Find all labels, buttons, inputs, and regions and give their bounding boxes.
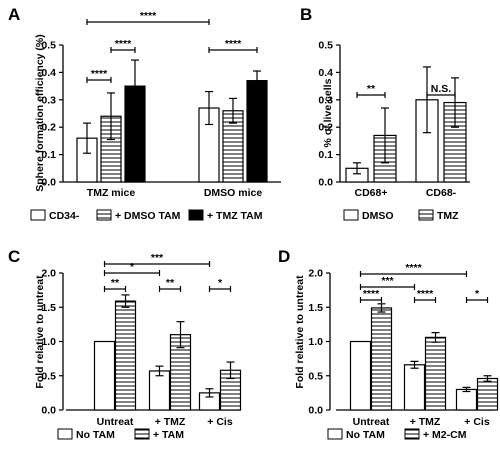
y-tick-label: 0.5	[41, 370, 56, 382]
plot-area-b: 0.0 0.1 0.2 0.3 0.4 0.5 CD68+ CD68- ** N.S.	[318, 40, 470, 199]
y-tick-label: 1.5	[308, 302, 323, 314]
significance-label: ***	[151, 252, 164, 264]
legend-label-cd34: CD34-	[49, 210, 80, 222]
legend-b: DMSO TMZ	[343, 209, 459, 222]
legend-label-tmz: TMZ	[437, 210, 459, 222]
y-tick-label: 0.0	[308, 405, 323, 417]
legend-swatch-no-tam-d	[327, 428, 343, 440]
significance-label: ****	[405, 262, 422, 274]
x-tick-label: + TMZ	[410, 416, 441, 428]
y-tick-label: 0.5	[41, 40, 56, 52]
y-tick-label: 1.5	[41, 302, 56, 314]
bar	[370, 307, 393, 411]
y-axis-label-b: % of live cells	[322, 78, 334, 147]
bar	[455, 388, 478, 411]
y-tick-label: 1.0	[308, 336, 323, 348]
panel-letter-b: B	[300, 5, 312, 24]
legend-swatch-tmz-tam	[188, 209, 204, 221]
legend-swatch-tmz	[418, 209, 434, 221]
legend-swatch-cd34	[30, 209, 46, 221]
y-tick-label: 0.1	[318, 149, 333, 161]
y-tick-label: 0.2	[318, 122, 333, 134]
legend-c: No TAM + TAM	[57, 428, 184, 441]
legend-swatch-tam	[134, 428, 150, 440]
legend-label-tam: + TAM	[153, 429, 184, 441]
y-tick-label: 0.1	[41, 149, 56, 161]
panel-letter-d: D	[278, 247, 290, 266]
legend-label-no-tam-c: No TAM	[76, 429, 115, 441]
significance-label: ****	[115, 38, 132, 50]
legend-a: CD34- + DMSO TAM + TMZ TAM	[30, 209, 263, 222]
panel-d: D Fold relative to untreat 0.0 0.5 1.0 1.5 2…	[278, 247, 499, 441]
legend-swatch-dmso-tam	[96, 209, 112, 221]
panel-letter-a: A	[8, 5, 20, 24]
legend-swatch-dmso	[343, 209, 359, 221]
y-tick-label: 2.0	[308, 268, 323, 280]
panel-c: C Fold relative to untreat 0.0 0.5 1.0 1.5 2…	[8, 247, 242, 441]
bar	[424, 336, 447, 411]
significance-label: *	[130, 261, 135, 273]
significance-label: ****	[417, 288, 434, 300]
significance-label: **	[111, 277, 120, 289]
x-tick-label: TMZ mice	[87, 187, 136, 199]
x-tick-label: Untreat	[97, 416, 134, 428]
y-tick-label: 2.0	[41, 268, 56, 280]
legend-d: No TAM + M2-CM	[327, 428, 467, 441]
y-tick-label: 0.5	[308, 370, 323, 382]
y-tick-label: 0.0	[41, 177, 56, 189]
significance-label: ****	[140, 10, 157, 22]
x-tick-label: Untreat	[353, 416, 390, 428]
legend-label-no-tam-d: No TAM	[346, 429, 385, 441]
y-axis-label-d: Fold relative to untreat	[294, 275, 306, 389]
significance-label: *	[218, 277, 223, 289]
bar	[93, 340, 116, 411]
y-tick-label: 0.5	[318, 40, 333, 52]
significance-label: **	[166, 277, 175, 289]
y-tick-label: 0.3	[318, 94, 333, 106]
significance-label: ****	[91, 68, 108, 80]
x-tick-label: + Cis	[464, 416, 490, 428]
bar	[403, 364, 426, 411]
panel-a: A Sphere formation efficiency (%) 0.0 0.1…	[8, 5, 281, 222]
y-tick-label: 0.2	[41, 122, 56, 134]
y-tick-label: 0.0	[318, 177, 333, 189]
legend-swatch-m2cm	[404, 428, 420, 440]
bar	[476, 377, 499, 411]
y-tick-label: 0.4	[41, 67, 56, 79]
legend-label-tmz-tam: + TMZ TAM	[207, 210, 263, 222]
bar	[349, 340, 372, 411]
legend-label-dmso: DMSO	[362, 210, 394, 222]
significance-label: *	[475, 288, 480, 300]
bar	[114, 300, 137, 411]
significance-label: ****	[225, 38, 242, 50]
plot-area-a: 0.0 0.1 0.2 0.3 0.4 0.5 TMZ mice DMSO mice **** *…	[41, 10, 281, 199]
x-tick-label: + Cis	[207, 416, 233, 428]
significance-label: **	[367, 83, 376, 95]
significance-label: N.S.	[431, 83, 452, 95]
x-tick-label: CD68+	[355, 187, 388, 199]
panel-letter-c: C	[8, 247, 20, 266]
significance-label: ****	[363, 288, 380, 300]
x-tick-label: DMSO mice	[204, 187, 263, 199]
y-tick-label: 0.4	[318, 67, 333, 79]
y-axis-label-a: Sphere formation efficiency (%)	[34, 34, 46, 192]
panel-b: B % of live cells 0.0 0.1 0.2 0.3 0.4 0.5 CD68…	[300, 5, 470, 222]
legend-swatch-no-tam-c	[57, 428, 73, 440]
y-tick-label: 0.0	[41, 405, 56, 417]
bar	[148, 370, 171, 411]
bar	[246, 80, 268, 183]
y-tick-label: 1.0	[41, 336, 56, 348]
legend-label-dmso-tam: + DMSO TAM	[115, 210, 181, 222]
x-tick-label: + TMZ	[155, 416, 186, 428]
y-tick-label: 0.3	[41, 94, 56, 106]
x-tick-label: CD68-	[426, 187, 457, 199]
y-axis-label-c: Fold relative to untreat	[34, 275, 46, 389]
significance-label: ***	[381, 275, 394, 287]
legend-label-m2cm: + M2-CM	[423, 429, 467, 441]
